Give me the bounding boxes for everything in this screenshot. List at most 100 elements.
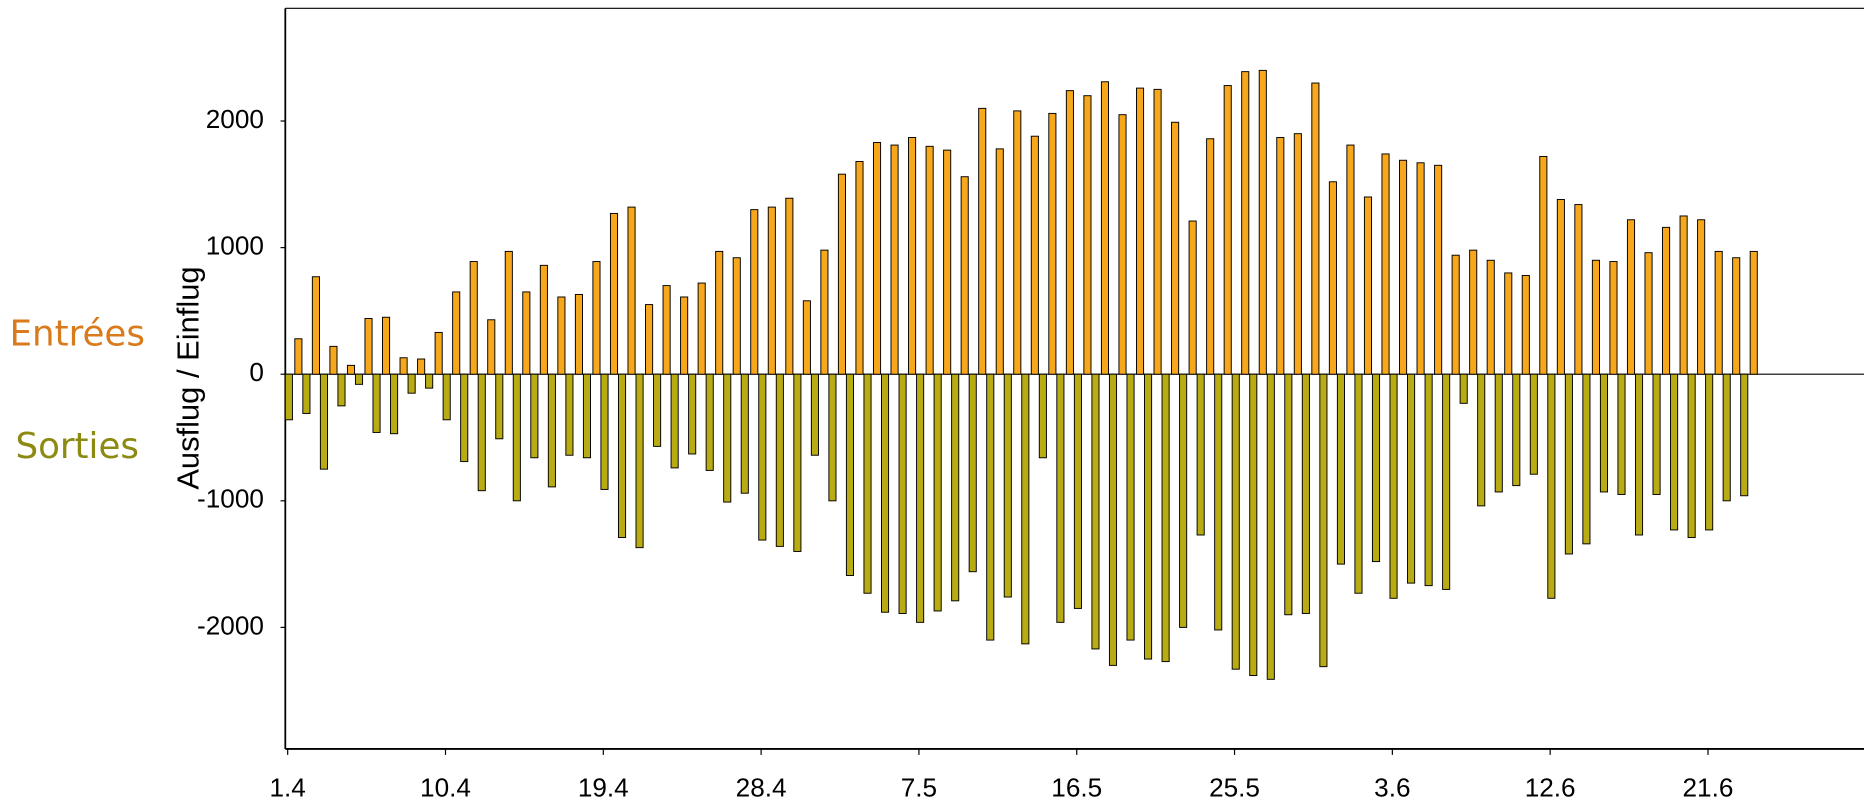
bar	[1434, 164, 1443, 375]
bar	[1582, 373, 1591, 545]
bar	[750, 209, 759, 375]
bar	[302, 373, 311, 414]
bar	[1223, 85, 1232, 375]
bar	[968, 373, 977, 573]
bar	[723, 373, 732, 503]
bar	[582, 373, 591, 459]
x-tick-label: 28.4	[736, 772, 787, 802]
bar	[469, 261, 478, 375]
bar	[1687, 373, 1696, 539]
bar	[1714, 250, 1723, 375]
bar	[1354, 373, 1363, 594]
bar	[1539, 155, 1548, 375]
bar	[1091, 373, 1100, 650]
bar	[1056, 373, 1065, 623]
bar	[1030, 135, 1039, 375]
y-tick-label: 1000	[206, 231, 264, 261]
bar	[294, 338, 303, 375]
bar	[1512, 373, 1521, 487]
bar	[1732, 257, 1741, 375]
bar	[354, 373, 364, 385]
bar	[407, 373, 416, 394]
bar	[1048, 112, 1057, 375]
y-tick-label: -1000	[197, 484, 264, 514]
bar	[845, 373, 855, 576]
bar	[442, 373, 451, 421]
bar	[978, 107, 987, 375]
bar	[1564, 373, 1573, 555]
bar	[1697, 219, 1706, 375]
bar	[1161, 373, 1170, 663]
bar	[565, 373, 574, 456]
bar	[1135, 87, 1145, 375]
bar	[1144, 373, 1153, 660]
bar	[863, 373, 872, 594]
bar	[1599, 373, 1608, 493]
bar	[1363, 196, 1373, 375]
bar	[855, 161, 864, 375]
bar	[1670, 373, 1679, 531]
bar	[1442, 373, 1451, 590]
bar	[933, 373, 942, 612]
bar	[1705, 373, 1714, 531]
bar	[329, 345, 338, 375]
bar	[828, 373, 837, 502]
bar	[767, 206, 776, 375]
bar	[1258, 69, 1267, 375]
bar	[1652, 373, 1661, 495]
bar	[1591, 259, 1600, 375]
bar	[1547, 373, 1556, 599]
bar	[417, 358, 426, 375]
bar	[1469, 249, 1478, 375]
bar	[890, 144, 899, 375]
bar	[434, 331, 443, 375]
bar	[1494, 373, 1503, 493]
bar	[390, 373, 399, 435]
y-axis-label: Ausflug / Einflug	[170, 266, 205, 489]
bar	[1179, 373, 1188, 628]
bar	[740, 373, 749, 494]
bar	[715, 250, 724, 375]
legend-entry: Sorties	[15, 426, 139, 467]
bar	[697, 282, 706, 375]
bar	[951, 373, 960, 602]
bar	[1617, 373, 1626, 495]
bar	[1644, 252, 1653, 375]
bar	[1504, 272, 1513, 375]
bar	[1073, 373, 1082, 609]
bar	[592, 261, 601, 375]
bar	[881, 373, 890, 613]
bar	[1153, 88, 1162, 375]
bar	[688, 373, 697, 455]
bar	[1477, 373, 1486, 507]
bar	[539, 264, 548, 375]
bar	[399, 357, 408, 375]
bar	[1634, 373, 1644, 536]
bar	[1722, 373, 1731, 502]
bar	[775, 373, 784, 547]
bar	[1249, 373, 1258, 676]
x-tick-label: 1.4	[270, 772, 306, 802]
y-tick-label: 2000	[206, 104, 264, 134]
bar	[1662, 226, 1671, 375]
bar	[609, 212, 619, 375]
bar	[522, 291, 531, 375]
bar	[1424, 373, 1433, 587]
bar	[995, 148, 1004, 375]
x-tick-label: 12.6	[1525, 772, 1576, 802]
bar	[635, 373, 644, 549]
x-tick-label: 21.6	[1683, 772, 1734, 802]
bar	[1371, 373, 1381, 563]
bar	[670, 373, 679, 469]
bar	[1231, 373, 1240, 670]
bar	[1013, 110, 1022, 375]
bar	[793, 373, 802, 552]
bar	[1609, 261, 1618, 375]
bar	[530, 373, 539, 459]
bar	[1749, 250, 1758, 375]
bar	[452, 291, 461, 375]
bar	[1328, 181, 1337, 375]
x-tick-label: 7.5	[901, 772, 937, 802]
